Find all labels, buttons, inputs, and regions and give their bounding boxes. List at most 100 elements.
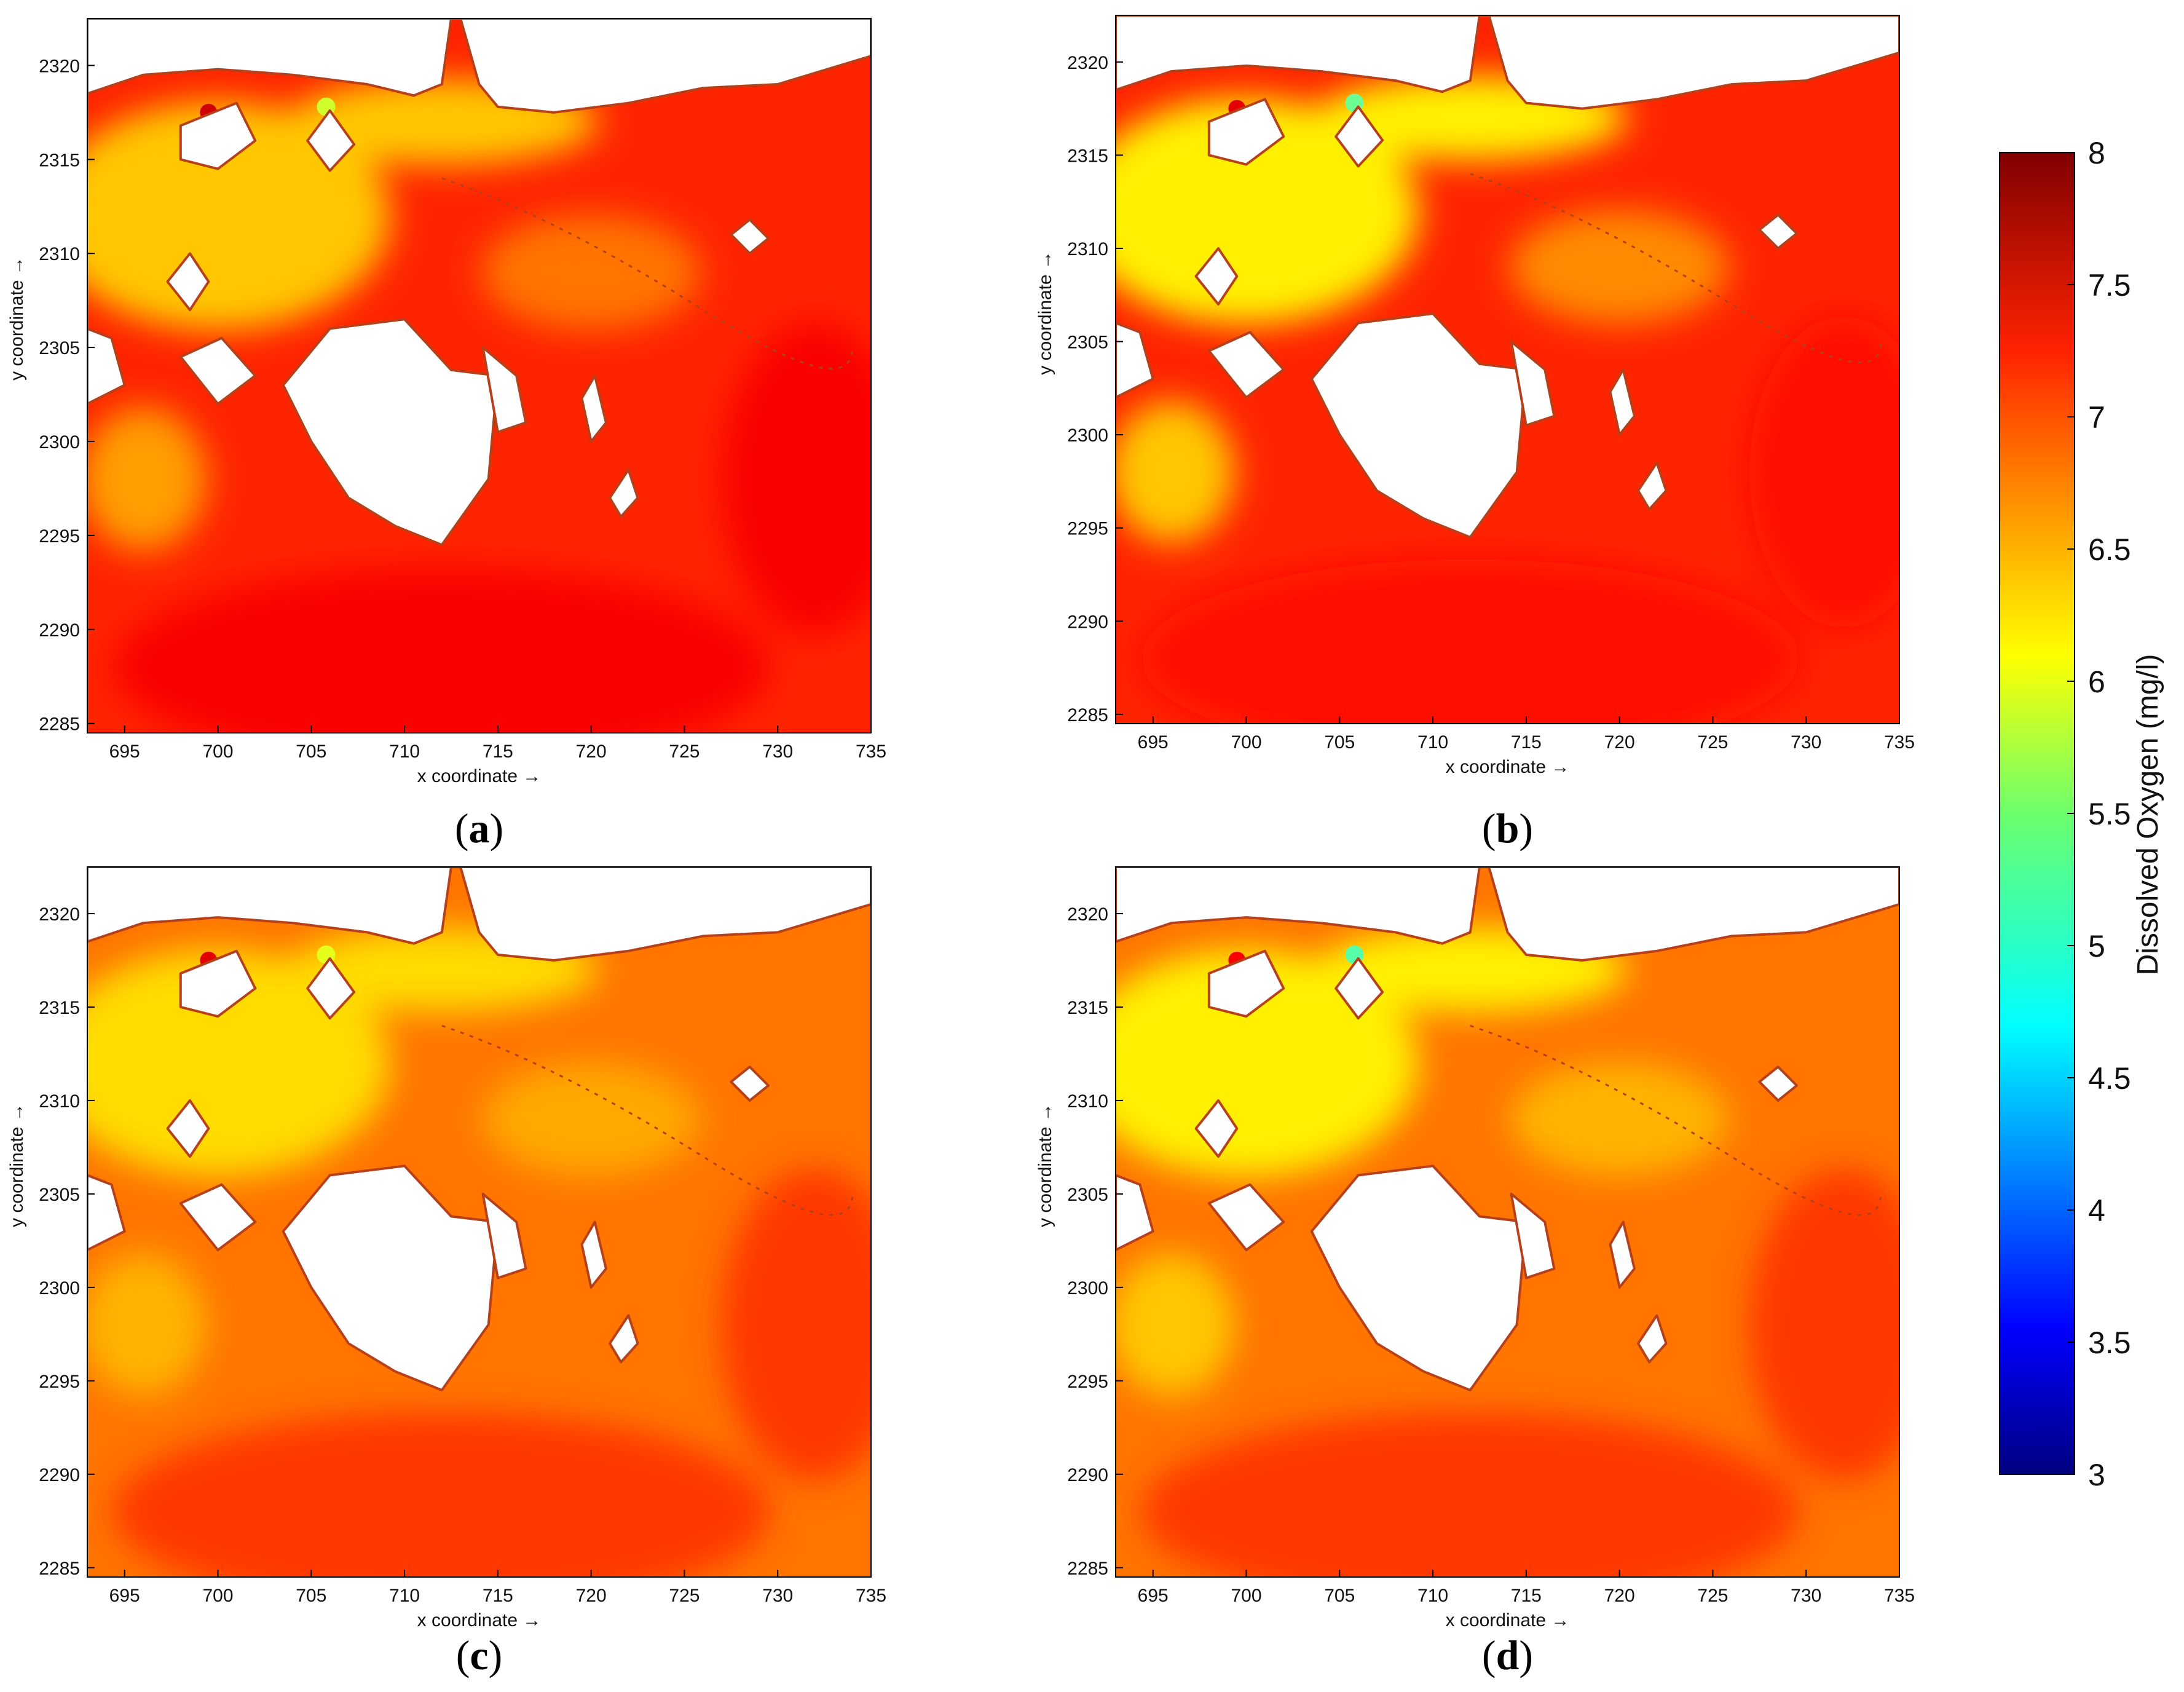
do-gradient-layer (1116, 927, 1899, 1577)
y-tick-label: 2310 (39, 244, 80, 264)
y-tick-label: 2310 (39, 1091, 80, 1112)
do-region-estuary (87, 101, 390, 330)
y-tick-label: 2310 (1067, 239, 1108, 259)
panel-b: 695 700 705 710 715 720 725 730 735 2285 2290 2295 2… (1035, 15, 1915, 852)
panels-group: 695 700 705 710 715 720 725 730 735 2285 2290 2295 2… (7, 15, 1915, 1678)
plot-frame (87, 866, 872, 1578)
do-region-west-plume (87, 408, 207, 551)
colorbar-tick-label: 6.5 (2088, 532, 2131, 567)
x-tick-label: 705 (1324, 732, 1355, 753)
mainland-north (87, 867, 871, 962)
x-tick-label: 695 (109, 1586, 140, 1606)
do-gradient-layer (87, 927, 871, 1577)
colorbar-tick-label: 5 (2088, 929, 2105, 963)
land-masses (1116, 867, 1899, 1392)
x-tick-label: 705 (1324, 1586, 1355, 1606)
do-region-open-sea-east (1749, 316, 1899, 628)
x-tick-label: 725 (1697, 1586, 1728, 1606)
colorbar-tick-label: 5.5 (2088, 797, 2131, 831)
x-tick-label: 695 (109, 741, 140, 762)
y-tick-label: 2315 (39, 150, 80, 170)
y-tick-label: 2295 (1067, 1372, 1108, 1392)
do-region-open-sea-east (720, 322, 871, 636)
island-northwest-1 (1207, 98, 1285, 166)
do-region-west-plume (87, 1254, 207, 1396)
panel-d: 695 700 705 710 715 720 725 730 735 2285 2290 2295 2… (1035, 866, 1915, 1678)
y-tick-label: 2300 (39, 1278, 80, 1299)
y-tick-label: 2305 (1067, 333, 1108, 353)
island-east-2 (609, 1314, 639, 1364)
y-tick-label: 2285 (39, 714, 80, 735)
island-northwest-1 (179, 101, 257, 170)
do-field (1116, 15, 1899, 724)
x-tick-label: 720 (1604, 732, 1635, 753)
island-northwest-2 (306, 957, 356, 1020)
y-tick-label: 2320 (1067, 904, 1108, 925)
x-tick-label: 715 (1511, 1586, 1542, 1606)
colorbar-tick-label: 6 (2088, 665, 2105, 699)
large-island-center (282, 1164, 499, 1392)
y-tick-label: 2285 (1067, 705, 1108, 725)
x-tick-label: 730 (1791, 732, 1821, 753)
island-east-1 (580, 374, 607, 443)
island-west-channel (1207, 331, 1285, 399)
y-axis-label: y coordinate → (7, 1103, 27, 1227)
do-region-west-plume (1116, 1254, 1235, 1396)
do-field (1116, 867, 1899, 1577)
panel-letter: (c) (456, 1632, 503, 1678)
y-tick-label: 2320 (39, 56, 80, 76)
y-tick-label: 2305 (39, 338, 80, 358)
island-center-east (1510, 1192, 1556, 1279)
large-island-center (1310, 1164, 1528, 1392)
island-west-channel (1207, 1183, 1285, 1252)
island-west-small (166, 252, 210, 311)
y-tick-label: 2315 (39, 998, 80, 1018)
y-tick-label: 2300 (1067, 1278, 1108, 1299)
large-island-center (282, 318, 499, 547)
island-east-3 (730, 218, 770, 255)
y-tick-label: 2310 (1067, 1091, 1108, 1112)
island-east-1 (1609, 1220, 1636, 1289)
large-island-center (1310, 312, 1528, 539)
do-region-islands (481, 1062, 701, 1176)
x-tick-label: 730 (762, 741, 793, 762)
colorbar: 3 3.5 4 4.5 5 5.5 6 6.5 7 7.5 8 Dissolved Oxygen (… (1999, 136, 2164, 1492)
do-gradient-layer (87, 79, 871, 733)
y-tick-label: 2295 (1067, 519, 1108, 539)
x-tick-label: 725 (669, 1586, 700, 1606)
do-region-open-sea-south (112, 567, 771, 733)
x-axis-label: x coordinate → (417, 766, 542, 786)
x-tick-label: 720 (576, 1586, 607, 1606)
y-tick-label: 2295 (39, 1372, 80, 1392)
colorbar-tick-label: 3.5 (2088, 1326, 2131, 1360)
panel-letter-text: b (1496, 805, 1520, 852)
panel-a: 695 700 705 710 715 720 725 730 735 2285 2290 2295 2… (7, 18, 886, 852)
island-east-2 (1637, 1314, 1668, 1364)
y-tick-label: 2315 (1067, 998, 1108, 1018)
x-tick-label: 705 (296, 1586, 326, 1606)
y-tick-label: 2300 (39, 432, 80, 453)
island-west-channel (179, 336, 257, 405)
do-region-open-sea-south (1141, 1412, 1800, 1577)
colorbar-tick-label: 3 (2088, 1458, 2105, 1492)
x-tick-label: 695 (1138, 732, 1169, 753)
panel-c: 695 700 705 710 715 720 725 730 735 2285 2290 2295 2… (7, 866, 886, 1678)
do-region-west-plume (1116, 401, 1235, 543)
do-gradient-layer (1116, 75, 1899, 724)
panel-letter-text: d (1496, 1632, 1520, 1678)
island-center-east (481, 1192, 527, 1279)
mainland-north (1116, 15, 1899, 110)
colorbar-label: Dissolved Oxygen (mg/l) (2132, 654, 2164, 976)
y-tick-label: 2290 (39, 620, 80, 641)
island-east-3 (1758, 213, 1799, 250)
x-tick-label: 715 (483, 741, 513, 762)
x-tick-label: 730 (762, 1586, 793, 1606)
island-east-3 (1758, 1065, 1799, 1102)
x-tick-label: 710 (389, 741, 420, 762)
island-northwest-2 (1334, 957, 1384, 1020)
island-east-2 (1637, 461, 1668, 511)
y-tick-label: 2295 (39, 526, 80, 547)
y-tick-label: 2285 (1067, 1559, 1108, 1579)
do-region-open-sea-east (1749, 1168, 1899, 1481)
